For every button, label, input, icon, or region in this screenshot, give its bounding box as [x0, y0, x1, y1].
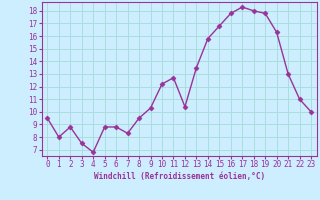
- X-axis label: Windchill (Refroidissement éolien,°C): Windchill (Refroidissement éolien,°C): [94, 172, 265, 181]
